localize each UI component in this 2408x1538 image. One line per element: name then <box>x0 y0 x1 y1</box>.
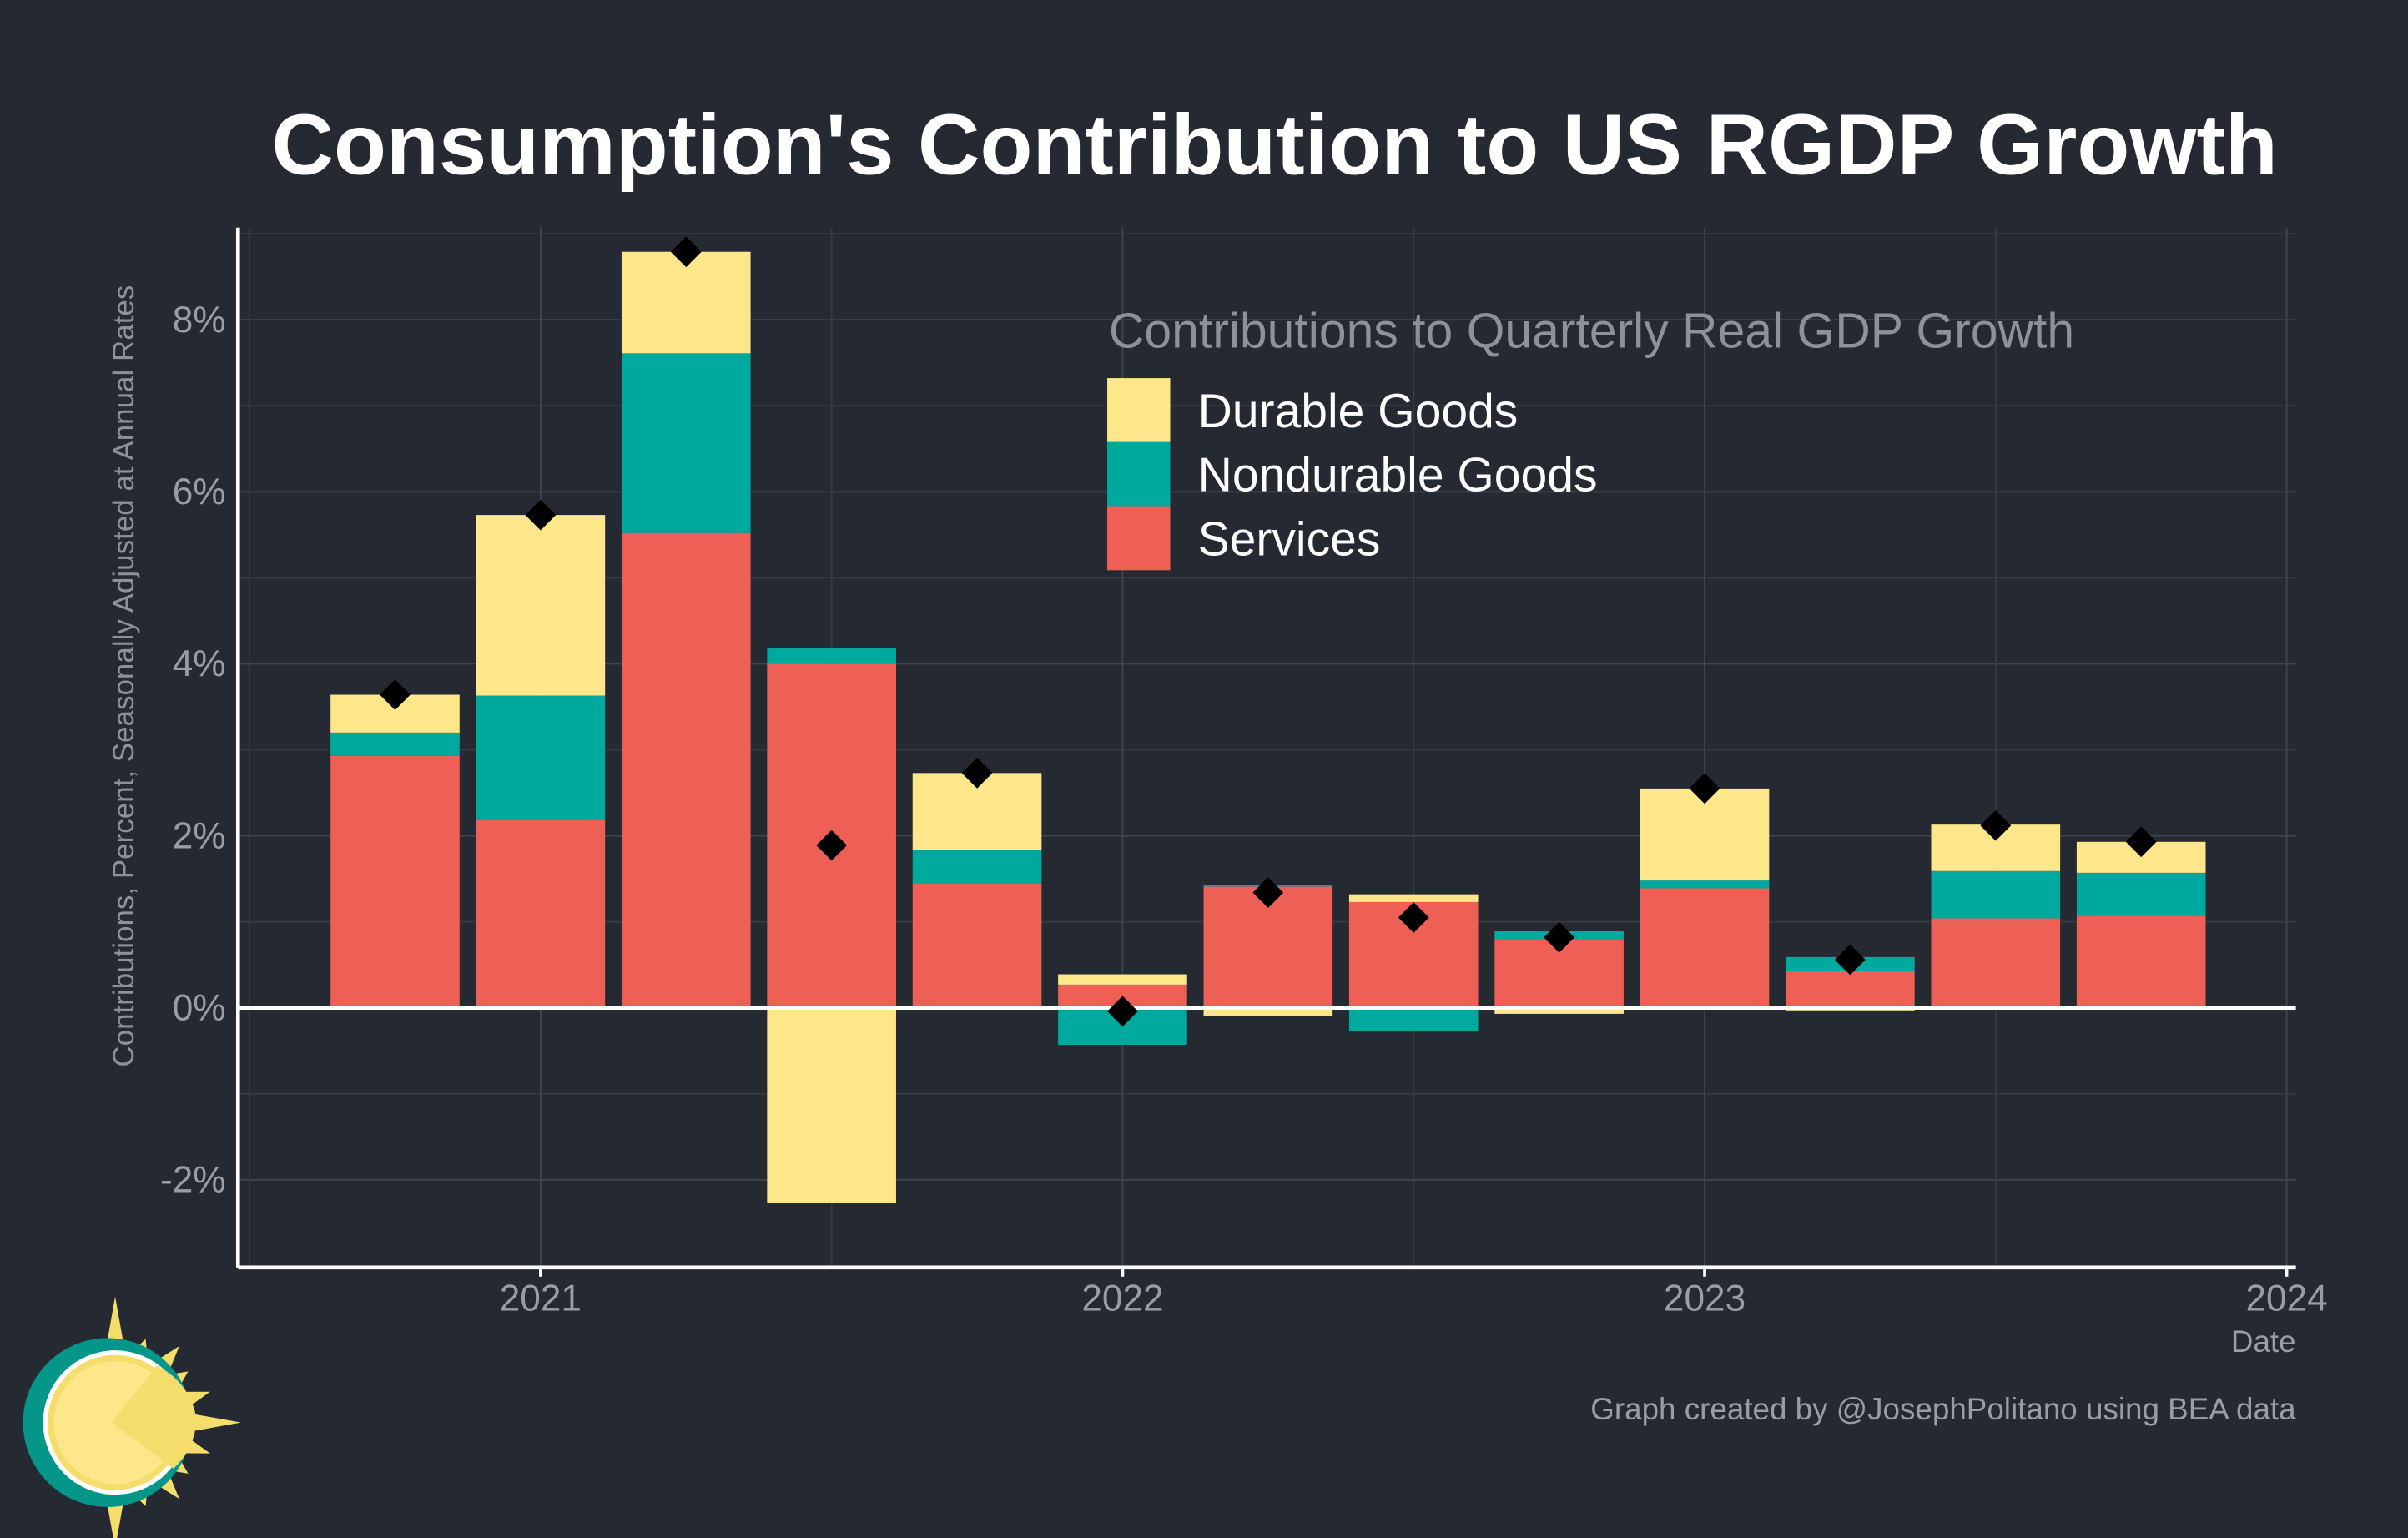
y-tick-label: -2% <box>160 1160 226 1201</box>
x-axis-label: Date <box>2231 1324 2296 1359</box>
bar-nondurable-goods <box>2076 872 2206 916</box>
bar-nondurable-goods <box>1640 880 1770 889</box>
y-tick-label: 6% <box>173 471 226 512</box>
sun-ray <box>182 1411 241 1434</box>
bar-services <box>1931 918 2061 1008</box>
y-tick-label: 8% <box>173 300 226 340</box>
x-tick-label: 2023 <box>1664 1278 1746 1319</box>
bar-services <box>476 820 606 1008</box>
y-axis-label: Contributions, Percent, Seasonally Adjus… <box>108 285 140 1067</box>
logo-sun-icon <box>23 1296 241 1538</box>
bar-nondurable-goods <box>1348 1007 1479 1031</box>
bar-services <box>1786 971 1915 1008</box>
legend-swatch <box>1107 378 1171 442</box>
bar-nondurable-goods <box>476 695 606 821</box>
bar-services <box>912 883 1042 1008</box>
x-tick-label: 2021 <box>500 1278 582 1319</box>
bar-nondurable-goods <box>330 732 460 756</box>
bar-nondurable-goods <box>621 353 751 533</box>
total-diamond-marker <box>525 499 557 531</box>
axes: -2% 0% 2% 4% 6% 8% 2021 2022 2023 2024 <box>160 227 2328 1319</box>
legend-label: Durable Goods <box>1198 385 1519 438</box>
y-tick-label: 4% <box>173 643 226 684</box>
legend: Contributions to Quarterly Real GDP Grow… <box>1107 304 2074 571</box>
total-diamond-marker <box>2125 826 2157 858</box>
bar-services <box>621 532 751 1008</box>
total-diamond-marker <box>1398 902 1429 933</box>
x-tick-label: 2022 <box>1081 1278 1163 1319</box>
bar-durable-goods <box>1494 1007 1624 1014</box>
bar-services <box>2076 915 2206 1008</box>
bar-services <box>1640 888 1770 1008</box>
x-tick-label: 2024 <box>2245 1278 2327 1319</box>
bar-durable-goods <box>1058 974 1187 985</box>
total-diamond-marker <box>380 679 411 710</box>
legend-label: Nondurable Goods <box>1198 449 1598 502</box>
total-diamond-marker <box>1252 877 1284 908</box>
bar-nondurable-goods <box>767 648 896 664</box>
legend-label: Services <box>1198 512 1381 566</box>
bar-durable-goods <box>621 251 751 354</box>
total-diamond-marker <box>961 757 993 789</box>
bar-services <box>330 755 460 1008</box>
total-diamond-marker <box>1980 809 2012 841</box>
total-diamond-marker <box>1689 773 1720 804</box>
bar-durable-goods <box>1203 1007 1333 1016</box>
legend-swatch <box>1107 441 1171 507</box>
legend-swatch <box>1107 506 1171 571</box>
total-diamond-marker <box>816 830 848 861</box>
y-tick-label: 0% <box>173 987 226 1028</box>
legend-title: Contributions to Quarterly Real GDP Grow… <box>1109 304 2074 358</box>
bar-durable-goods <box>1348 894 1479 902</box>
bar-nondurable-goods <box>912 850 1042 884</box>
caption: Graph created by @JosephPolitano using B… <box>1590 1392 2296 1426</box>
bar-nondurable-goods <box>1931 870 2061 919</box>
y-tick-label: 2% <box>173 815 226 856</box>
bar-durable-goods <box>476 515 606 696</box>
bar-durable-goods <box>767 1007 896 1203</box>
chart-title: Consumption's Contribution to US RGDP Gr… <box>272 96 2278 192</box>
